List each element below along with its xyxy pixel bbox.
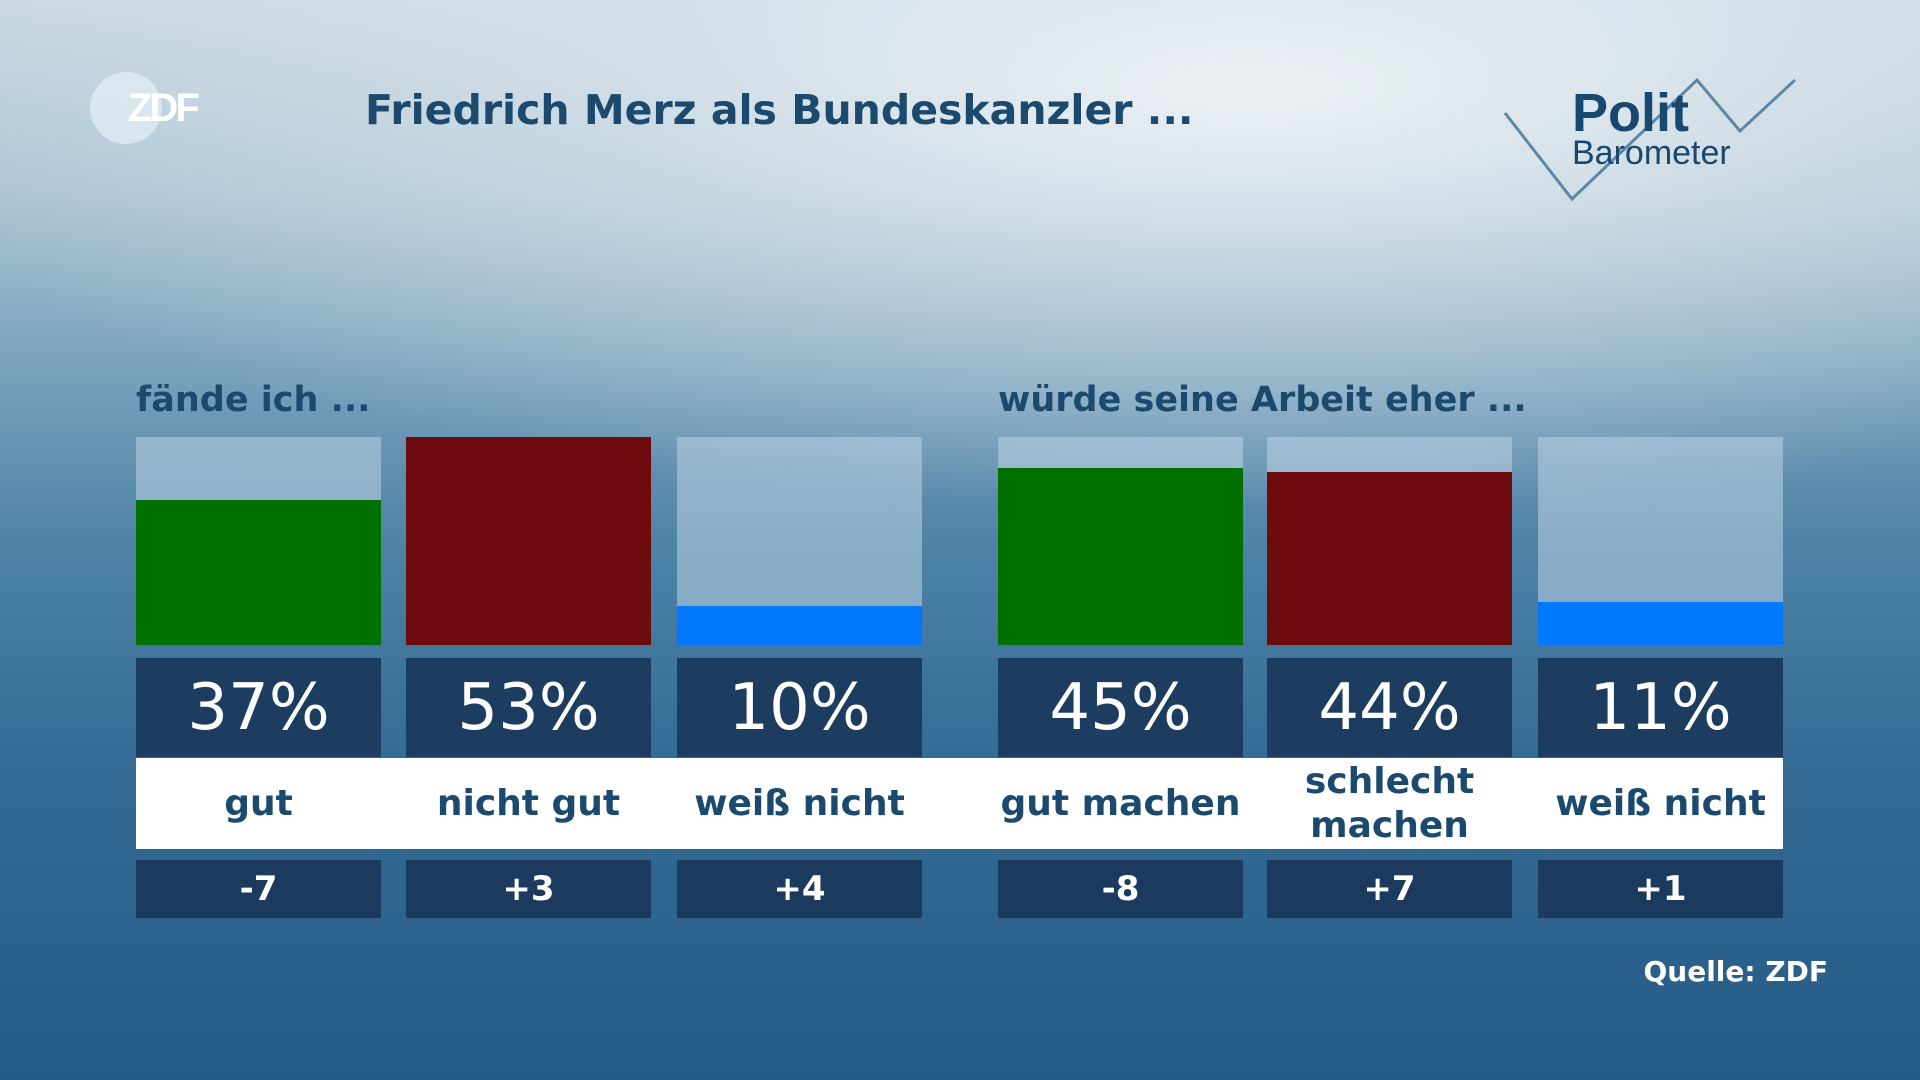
value-label: 10% [677, 658, 922, 757]
value-label: 11% [1538, 658, 1783, 757]
bar-track [406, 437, 651, 645]
category-label: nicht gut [436, 782, 621, 824]
value-label: 53% [406, 658, 651, 757]
bar [1267, 472, 1512, 645]
category-label: gut [224, 782, 293, 824]
politbarometer-logo-barometer: Barometer [1572, 134, 1731, 172]
group-label-2: würde seine Arbeit eher ... [998, 380, 1527, 420]
zdf-logo: ZDF [128, 86, 200, 130]
category-label: weiß nicht [1555, 782, 1766, 824]
source-note: Quelle: ZDF [1643, 955, 1828, 988]
bar-track [136, 437, 381, 645]
label-band [136, 758, 1783, 849]
bar [677, 605, 922, 645]
group-label-1: fände ich ... [136, 380, 371, 420]
category-label: gut machen [1000, 782, 1241, 824]
change-label: -8 [998, 860, 1243, 918]
value-label: 44% [1267, 658, 1512, 757]
bar-track [677, 437, 922, 645]
bar-track [1538, 437, 1783, 645]
politbarometer-zigzag-icon [1503, 77, 1797, 202]
bar [998, 468, 1243, 645]
bar [1538, 601, 1783, 645]
value-label: 37% [136, 658, 381, 757]
change-label: +7 [1267, 860, 1512, 918]
chart-title: Friedrich Merz als Bundeskanzler ... [365, 86, 1194, 134]
bar-track [1267, 437, 1512, 645]
value-label: 45% [998, 658, 1243, 757]
bar-track [998, 437, 1243, 645]
bar [406, 437, 651, 645]
change-label: +3 [406, 860, 651, 918]
change-label: -7 [136, 860, 381, 918]
category-label: weiß nicht [694, 782, 905, 824]
politbarometer-logo-polit: Polit [1572, 83, 1689, 143]
bar [136, 499, 381, 645]
change-label: +1 [1538, 860, 1783, 918]
zdf-logo-circle [90, 72, 162, 144]
change-label: +4 [677, 860, 922, 918]
category-label: schlecht machen [1304, 761, 1475, 846]
